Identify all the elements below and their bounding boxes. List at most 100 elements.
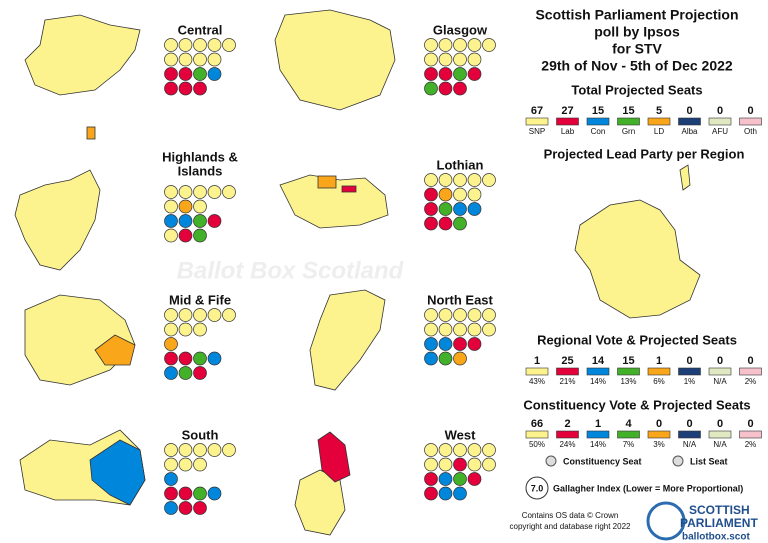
seat (438, 202, 453, 216)
vote-share: 2% (745, 440, 757, 449)
party-name: Con (591, 127, 606, 136)
title: for STV (612, 41, 662, 57)
map-highlands (14, 169, 101, 271)
seat (467, 187, 482, 202)
seat (467, 322, 482, 337)
seat (467, 38, 482, 52)
map-shetland (679, 164, 691, 191)
party-swatch (617, 367, 640, 376)
party-swatch (678, 117, 701, 126)
seat (482, 308, 496, 322)
seat (207, 486, 222, 501)
party-swatch (647, 430, 671, 439)
seat (178, 199, 193, 214)
seat (467, 202, 482, 216)
seat (164, 322, 178, 337)
vote-share: 13% (620, 377, 636, 386)
region-name: North East (427, 292, 493, 307)
seat (453, 486, 467, 501)
map-central (24, 14, 141, 96)
seat (178, 486, 193, 501)
seat (178, 501, 193, 515)
vote-share: N/A (713, 440, 727, 449)
seat (193, 199, 207, 214)
party-swatch (617, 430, 640, 439)
vote-share: N/A (713, 377, 727, 386)
seat-count: 0 (717, 355, 723, 367)
seat-count: 0 (717, 105, 723, 117)
legend-list (672, 455, 684, 467)
party-swatch (556, 430, 579, 439)
party-name: LD (654, 127, 664, 136)
seat (178, 308, 193, 322)
seat (424, 322, 438, 337)
seat (164, 52, 178, 67)
seat (424, 38, 438, 52)
seat (482, 443, 496, 457)
map-scotland (574, 199, 701, 319)
vote-share: 1% (684, 377, 696, 386)
seat (453, 443, 467, 457)
logo-text: PARLIAMENT (680, 516, 758, 530)
seat (193, 38, 207, 52)
logo-text: SCOTTISH (689, 503, 750, 517)
map-lothian-lab (341, 185, 357, 193)
seat (424, 337, 438, 351)
party-swatch (586, 117, 610, 126)
title: 29th of Nov - 5th of Dec 2022 (541, 58, 733, 74)
seat (178, 38, 193, 52)
seat (178, 443, 193, 457)
seat (424, 67, 438, 81)
seat (193, 457, 207, 472)
map-midfife-ld (94, 334, 136, 366)
gallagher-value: 7.0 (531, 483, 544, 493)
seat-count: 0 (686, 355, 692, 367)
seat (164, 214, 178, 228)
region-name: West (445, 427, 476, 442)
seat (193, 52, 207, 67)
party-name: Grn (622, 127, 635, 136)
seat (467, 67, 482, 81)
seat-count: 0 (747, 355, 753, 367)
seat-count: 5 (656, 105, 662, 117)
party-swatch (586, 367, 610, 376)
seat (193, 322, 207, 337)
vote-share: 50% (529, 440, 545, 449)
seat (164, 443, 178, 457)
seat (178, 81, 193, 96)
title: poll by Ipsos (594, 24, 680, 40)
vote-share: 21% (559, 377, 575, 386)
seat (482, 38, 496, 52)
seat (424, 216, 438, 231)
section-heading: Total Projected Seats (571, 82, 702, 97)
seat (222, 185, 236, 199)
vote-share: 3% (653, 440, 665, 449)
seat (438, 457, 453, 472)
legend-label: Constituency Seat (563, 456, 642, 466)
seat (178, 366, 193, 380)
party-swatch (739, 117, 762, 126)
gallagher-badge (525, 476, 549, 500)
gallagher-label: Gallagher Index (Lower = More Proportion… (553, 483, 743, 493)
credit: Contains OS data © Crown (522, 511, 619, 520)
region-name: Glasgow (433, 22, 488, 37)
seat (438, 216, 453, 231)
seat (438, 322, 453, 337)
seat (178, 67, 193, 81)
seat (467, 443, 482, 457)
seat (467, 472, 482, 486)
vote-share: 7% (623, 440, 635, 449)
vote-share: N/A (683, 440, 697, 449)
seat (193, 228, 207, 243)
seat-count: 4 (625, 418, 632, 430)
seat (207, 67, 222, 81)
title: Scottish Parliament Projection (535, 7, 738, 23)
seat-count: 1 (534, 355, 540, 367)
vote-share: 6% (653, 377, 665, 386)
seat-count: 66 (531, 418, 543, 430)
party-name: Lab (561, 127, 575, 136)
seat (178, 322, 193, 337)
section-heading: Constituency Vote & Projected Seats (523, 397, 750, 412)
region-name: Mid & Fife (169, 292, 231, 307)
